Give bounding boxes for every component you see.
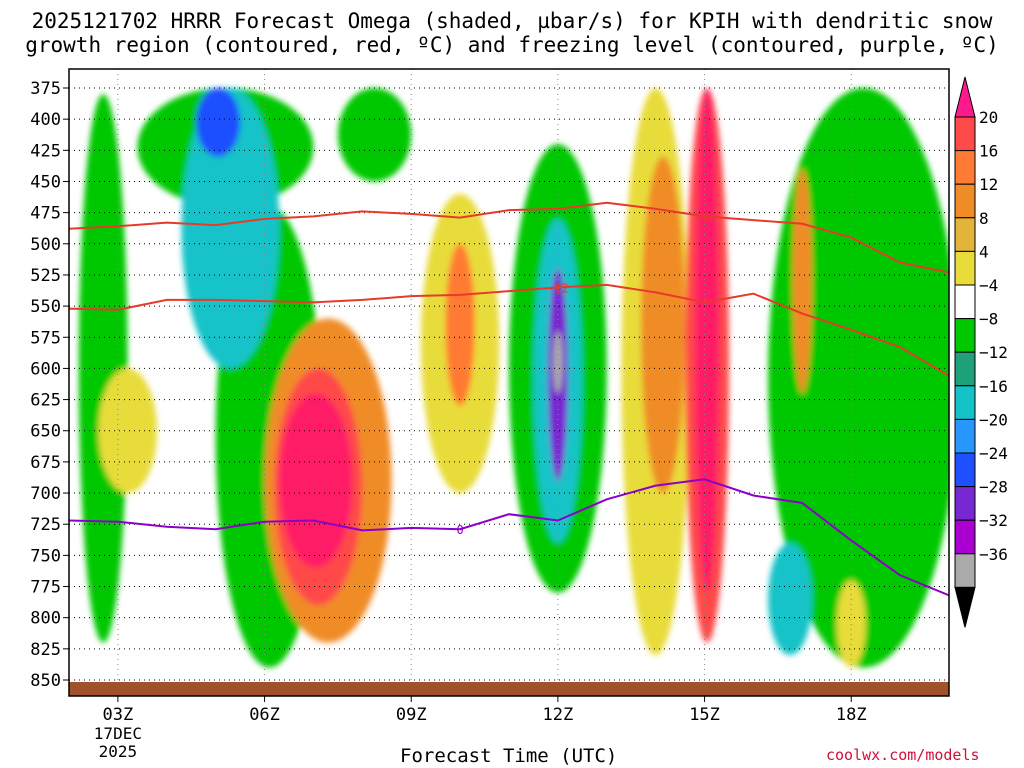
colorbar-top-arrow <box>954 76 976 118</box>
contour-line-0 <box>69 478 949 597</box>
omega-region-16 <box>553 331 563 394</box>
x-tick-sublabel: 17DEC <box>94 724 142 743</box>
y-tick-label: 750 <box>30 546 61 566</box>
colorbar-label: −28 <box>979 478 1008 497</box>
grid-lines <box>69 69 949 696</box>
omega-region-13 <box>445 243 475 406</box>
colorbar-segment-0 <box>954 116 976 152</box>
colorbar-segment-5 <box>954 284 976 320</box>
y-tick-label: 450 <box>30 172 61 192</box>
colorbar-segment-6 <box>954 318 976 353</box>
colorbar-bottom-arrow <box>954 586 976 628</box>
y-tick-label: 550 <box>30 297 61 317</box>
y-tick-label: 675 <box>30 453 61 473</box>
x-axis-title: Forecast Time (UTC) <box>400 745 618 767</box>
x-tick-label: 18Z <box>836 705 867 725</box>
colorbar-segment-7 <box>954 351 976 387</box>
colorbar-segment-8 <box>954 385 976 420</box>
chart-title-line-2: growth region (contoured, red, ºC) and f… <box>25 33 999 57</box>
colorbar-label: 4 <box>979 242 989 261</box>
omega-region-21 <box>792 169 813 394</box>
colorbar-label: −36 <box>979 545 1008 564</box>
contour-label--12: -12 <box>547 281 569 295</box>
x-tick-label: 15Z <box>689 705 720 725</box>
colorbar-label: −24 <box>979 444 1008 463</box>
omega-region-7 <box>196 88 241 157</box>
colorbar-segment-11 <box>954 486 976 521</box>
colorbar-segment-1 <box>954 150 976 185</box>
x-tick-label: 06Z <box>249 705 280 725</box>
colorbar-segment-2 <box>954 183 976 219</box>
y-tick-label: 500 <box>30 235 61 255</box>
omega-region-8 <box>98 368 157 494</box>
y-tick-label: 475 <box>30 204 61 224</box>
y-tick-label: 400 <box>30 110 61 130</box>
contour-label--18: -18 <box>694 210 716 224</box>
colorbar-label: 20 <box>979 108 998 127</box>
colorbar-label: 12 <box>979 175 998 194</box>
x-tick-label: 03Z <box>103 705 134 725</box>
plot-frame <box>68 68 950 697</box>
y-tick-label: 525 <box>30 266 61 286</box>
colorbar-segment-12 <box>954 519 976 555</box>
omega-region-20 <box>694 87 720 593</box>
colorbar-label: −12 <box>979 343 1008 362</box>
contour-label-0: 0 <box>456 523 463 537</box>
y-axis: 375 400 425 450 475 500 525 550 575 600 625 650 675 7… <box>30 79 69 691</box>
x-tick-label: 09Z <box>396 705 427 725</box>
colorbar-label: 8 <box>979 209 989 228</box>
colorbar-segment-4 <box>954 250 976 286</box>
y-tick-label: 375 <box>30 79 61 99</box>
colorbar-segment-10 <box>954 452 976 488</box>
colorbar-segment-9 <box>954 418 976 454</box>
colorbar-label: −20 <box>979 410 1008 429</box>
y-tick-label: 625 <box>30 391 61 411</box>
omega-shading <box>78 87 949 668</box>
omega-region-18 <box>641 156 685 494</box>
colorbar-label: −16 <box>979 377 1008 396</box>
chart-title-line-1: 2025121702 HRRR Forecast Omega (shaded, … <box>31 9 993 33</box>
omega-region-23 <box>836 580 866 668</box>
y-tick-label: 850 <box>30 671 61 691</box>
colorbar: 20 16 12 8 4 −4 −8 −12 −16 −20 −24 −28 −32 −36 <box>954 76 1008 628</box>
y-tick-label: 600 <box>30 359 61 379</box>
y-tick-label: 825 <box>30 640 61 660</box>
credit-text: coolwx.com/models <box>826 746 980 764</box>
contour-line--12 <box>69 283 949 378</box>
y-tick-label: 425 <box>30 141 61 161</box>
y-tick-label: 700 <box>30 484 61 504</box>
colorbar-label: −4 <box>979 276 998 295</box>
omega-region-3 <box>337 88 412 182</box>
y-tick-label: 575 <box>30 328 61 348</box>
temperature-contours: -18 -12 0 <box>69 201 949 597</box>
omega-region-22 <box>768 542 813 656</box>
colorbar-segment-13 <box>954 553 976 588</box>
omega-region-0 <box>78 94 128 643</box>
colorbar-label: −32 <box>979 511 1008 530</box>
omega-region-6 <box>181 88 280 369</box>
terrain-ground <box>69 682 949 696</box>
y-tick-label: 775 <box>30 578 61 598</box>
contour-line--18 <box>69 201 949 274</box>
x-tick-label: 12Z <box>543 705 574 725</box>
colorbar-label: 16 <box>979 142 998 161</box>
y-tick-label: 800 <box>30 609 61 629</box>
y-tick-label: 725 <box>30 515 61 535</box>
omega-region-11 <box>279 393 353 568</box>
y-tick-label: 650 <box>30 422 61 442</box>
x-tick-sublabel: 2025 <box>99 742 138 761</box>
omega-region-5 <box>768 88 949 668</box>
colorbar-segment-3 <box>954 217 976 252</box>
colorbar-label: −8 <box>979 310 998 329</box>
